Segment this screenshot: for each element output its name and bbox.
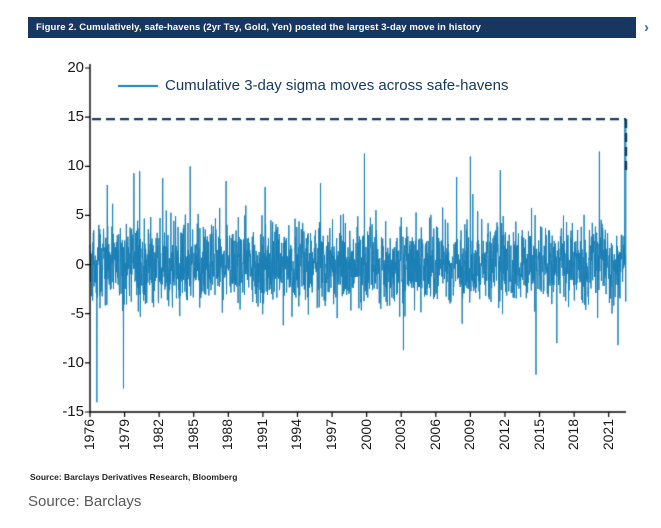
x-axis-tick-label: 1976: [81, 419, 97, 451]
x-axis-tick-label: 2012: [495, 419, 512, 451]
x-axis-tick-label: 2003: [392, 419, 409, 451]
x-axis-tick-label: 1979: [115, 419, 132, 451]
x-axis-tick-label: 1982: [150, 419, 167, 451]
x-axis-tick-label: 2015: [530, 419, 547, 451]
y-axis-tick-label: 15: [67, 108, 84, 126]
y-axis-tick-label: -10: [62, 353, 84, 371]
x-axis-tick-label: 1988: [219, 419, 236, 451]
x-axis-tick-label: 1994: [288, 419, 305, 451]
y-axis-tick-label: -15: [62, 403, 84, 420]
y-axis-tick-label: 10: [67, 157, 84, 175]
x-axis-tick-label: 2006: [426, 419, 443, 451]
x-axis-tick-label: 1985: [184, 419, 201, 451]
x-axis-tick-label: 2018: [565, 419, 582, 451]
y-axis-tick-label: 20: [67, 59, 84, 76]
x-axis-tick-label: 2000: [357, 419, 374, 451]
y-axis-tick-label: -5: [70, 304, 84, 322]
x-axis-tick-label: 1997: [323, 419, 340, 451]
y-axis-tick-label: 0: [75, 255, 84, 273]
x-axis-tick-label: 2021: [599, 419, 616, 451]
y-axis-tick-label: 5: [75, 206, 84, 224]
source-footnote: Source: Barclays Derivatives Research, B…: [30, 472, 238, 482]
x-axis-tick-label: 1991: [253, 419, 270, 451]
source-caption: Source: Barclays: [28, 493, 142, 510]
legend-label: Cumulative 3-day sigma moves across safe…: [165, 77, 509, 94]
x-axis-tick-label: 2009: [461, 419, 478, 451]
